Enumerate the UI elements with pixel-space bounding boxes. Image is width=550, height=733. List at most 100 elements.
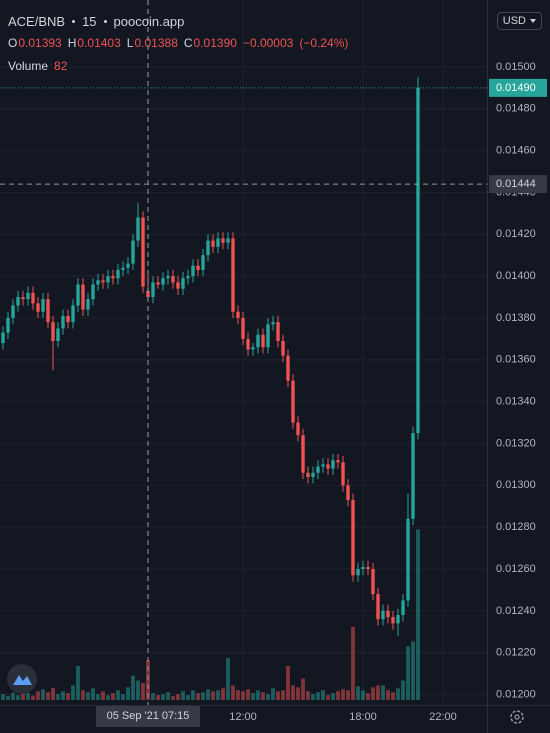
volume-bar <box>276 691 280 700</box>
candle-body <box>31 292 35 304</box>
volume-bar <box>271 688 275 700</box>
volume-bar <box>306 691 310 700</box>
candle-body <box>46 299 50 323</box>
candle-body <box>291 380 295 423</box>
volume-bar <box>366 693 370 700</box>
volume-bar <box>131 675 135 700</box>
volume-bar <box>161 694 165 700</box>
volume-bar <box>16 695 20 700</box>
candle-body <box>266 324 270 348</box>
crosshair-price-box <box>489 175 547 194</box>
volume-bar <box>326 695 330 700</box>
candle-body <box>331 460 335 469</box>
volume-bar <box>86 692 90 700</box>
volume-bar <box>6 696 10 700</box>
y-tick-label: 0.01320 <box>496 437 536 449</box>
volume-value: 82 <box>54 59 68 73</box>
y-tick-label: 0.01300 <box>496 479 536 491</box>
volume-bar <box>46 692 50 700</box>
candle-body <box>186 276 190 279</box>
candle-body <box>231 238 235 312</box>
legend-label: O <box>8 36 18 50</box>
candle-body <box>276 322 280 341</box>
volume-bar <box>226 658 230 700</box>
candle-body <box>91 284 95 300</box>
candle-body <box>371 569 375 595</box>
candle-body <box>146 290 150 298</box>
volume-bar <box>236 690 240 700</box>
legend-value: 0.01403 <box>77 36 121 50</box>
volume-bar <box>231 685 235 700</box>
last-price-label: 0.01490 <box>496 82 536 94</box>
settings-icon-center <box>514 714 520 720</box>
x-tick-label: 18:00 <box>349 711 377 723</box>
volume-bar <box>316 692 320 700</box>
candle-body <box>171 276 175 283</box>
y-tick-label: 0.01460 <box>496 145 536 157</box>
currency-button[interactable]: USD <box>496 12 542 30</box>
volume-bar <box>251 693 255 700</box>
volume-bar <box>261 692 265 700</box>
candle-body <box>301 435 305 473</box>
volume-bar <box>406 646 410 700</box>
separator <box>103 20 107 23</box>
y-tick-label: 0.01380 <box>496 312 536 324</box>
volume-bar <box>396 688 400 700</box>
volume-bar <box>266 694 270 700</box>
symbol: ACE/BNB <box>8 14 66 29</box>
candle-body <box>126 263 130 268</box>
candle-body <box>346 485 350 500</box>
candle-body <box>251 347 255 350</box>
volume-bar <box>1 694 5 700</box>
candle-body <box>246 338 250 350</box>
candle-body <box>66 315 70 323</box>
candle-body <box>26 292 30 300</box>
volume-legend: Volume 82 <box>8 59 67 73</box>
candle-body <box>191 265 195 277</box>
legend-label: C <box>183 36 193 50</box>
candle-body <box>96 280 100 285</box>
volume-bar <box>211 691 215 700</box>
volume-bar <box>61 691 65 700</box>
volume-bar <box>181 691 185 700</box>
candle-body <box>81 284 85 310</box>
candle-body <box>76 284 80 306</box>
volume-bar <box>116 690 120 700</box>
candle-body <box>416 87 420 434</box>
candle-body <box>261 334 265 348</box>
candle-body <box>121 267 125 270</box>
logo <box>7 664 37 694</box>
volume-bar <box>166 692 170 700</box>
volume-bar <box>281 690 285 700</box>
volume-bar <box>56 694 60 700</box>
candle-body <box>201 255 205 270</box>
candle-body <box>376 594 380 620</box>
legend-value: 0.01390 <box>193 36 237 50</box>
candle-body <box>56 328 60 341</box>
x-tick-label: 22:00 <box>429 711 457 723</box>
volume-bar <box>246 689 250 700</box>
volume-bar <box>376 685 380 700</box>
separator <box>72 20 76 23</box>
candle-body <box>236 311 240 318</box>
volume-bar <box>71 685 75 700</box>
volume-bar <box>321 690 325 700</box>
candle-body <box>206 240 210 256</box>
symbol-header: ACE/BNB 15 poocoin.app <box>8 14 184 29</box>
candle-body <box>141 217 145 287</box>
candle-body <box>111 276 115 279</box>
candle-body <box>386 610 390 618</box>
candle-body <box>86 299 90 310</box>
legend-label: L <box>126 36 134 50</box>
volume-bar <box>216 690 220 700</box>
candle-body <box>281 340 285 356</box>
caret <box>530 19 536 23</box>
volume-bar <box>356 686 360 700</box>
y-tick-label: 0.01400 <box>496 270 536 282</box>
candle-body <box>311 472 315 477</box>
candle-body <box>151 282 155 298</box>
candle-body <box>226 238 230 243</box>
settings-icon <box>510 710 524 724</box>
volume-label: Volume <box>8 59 49 73</box>
